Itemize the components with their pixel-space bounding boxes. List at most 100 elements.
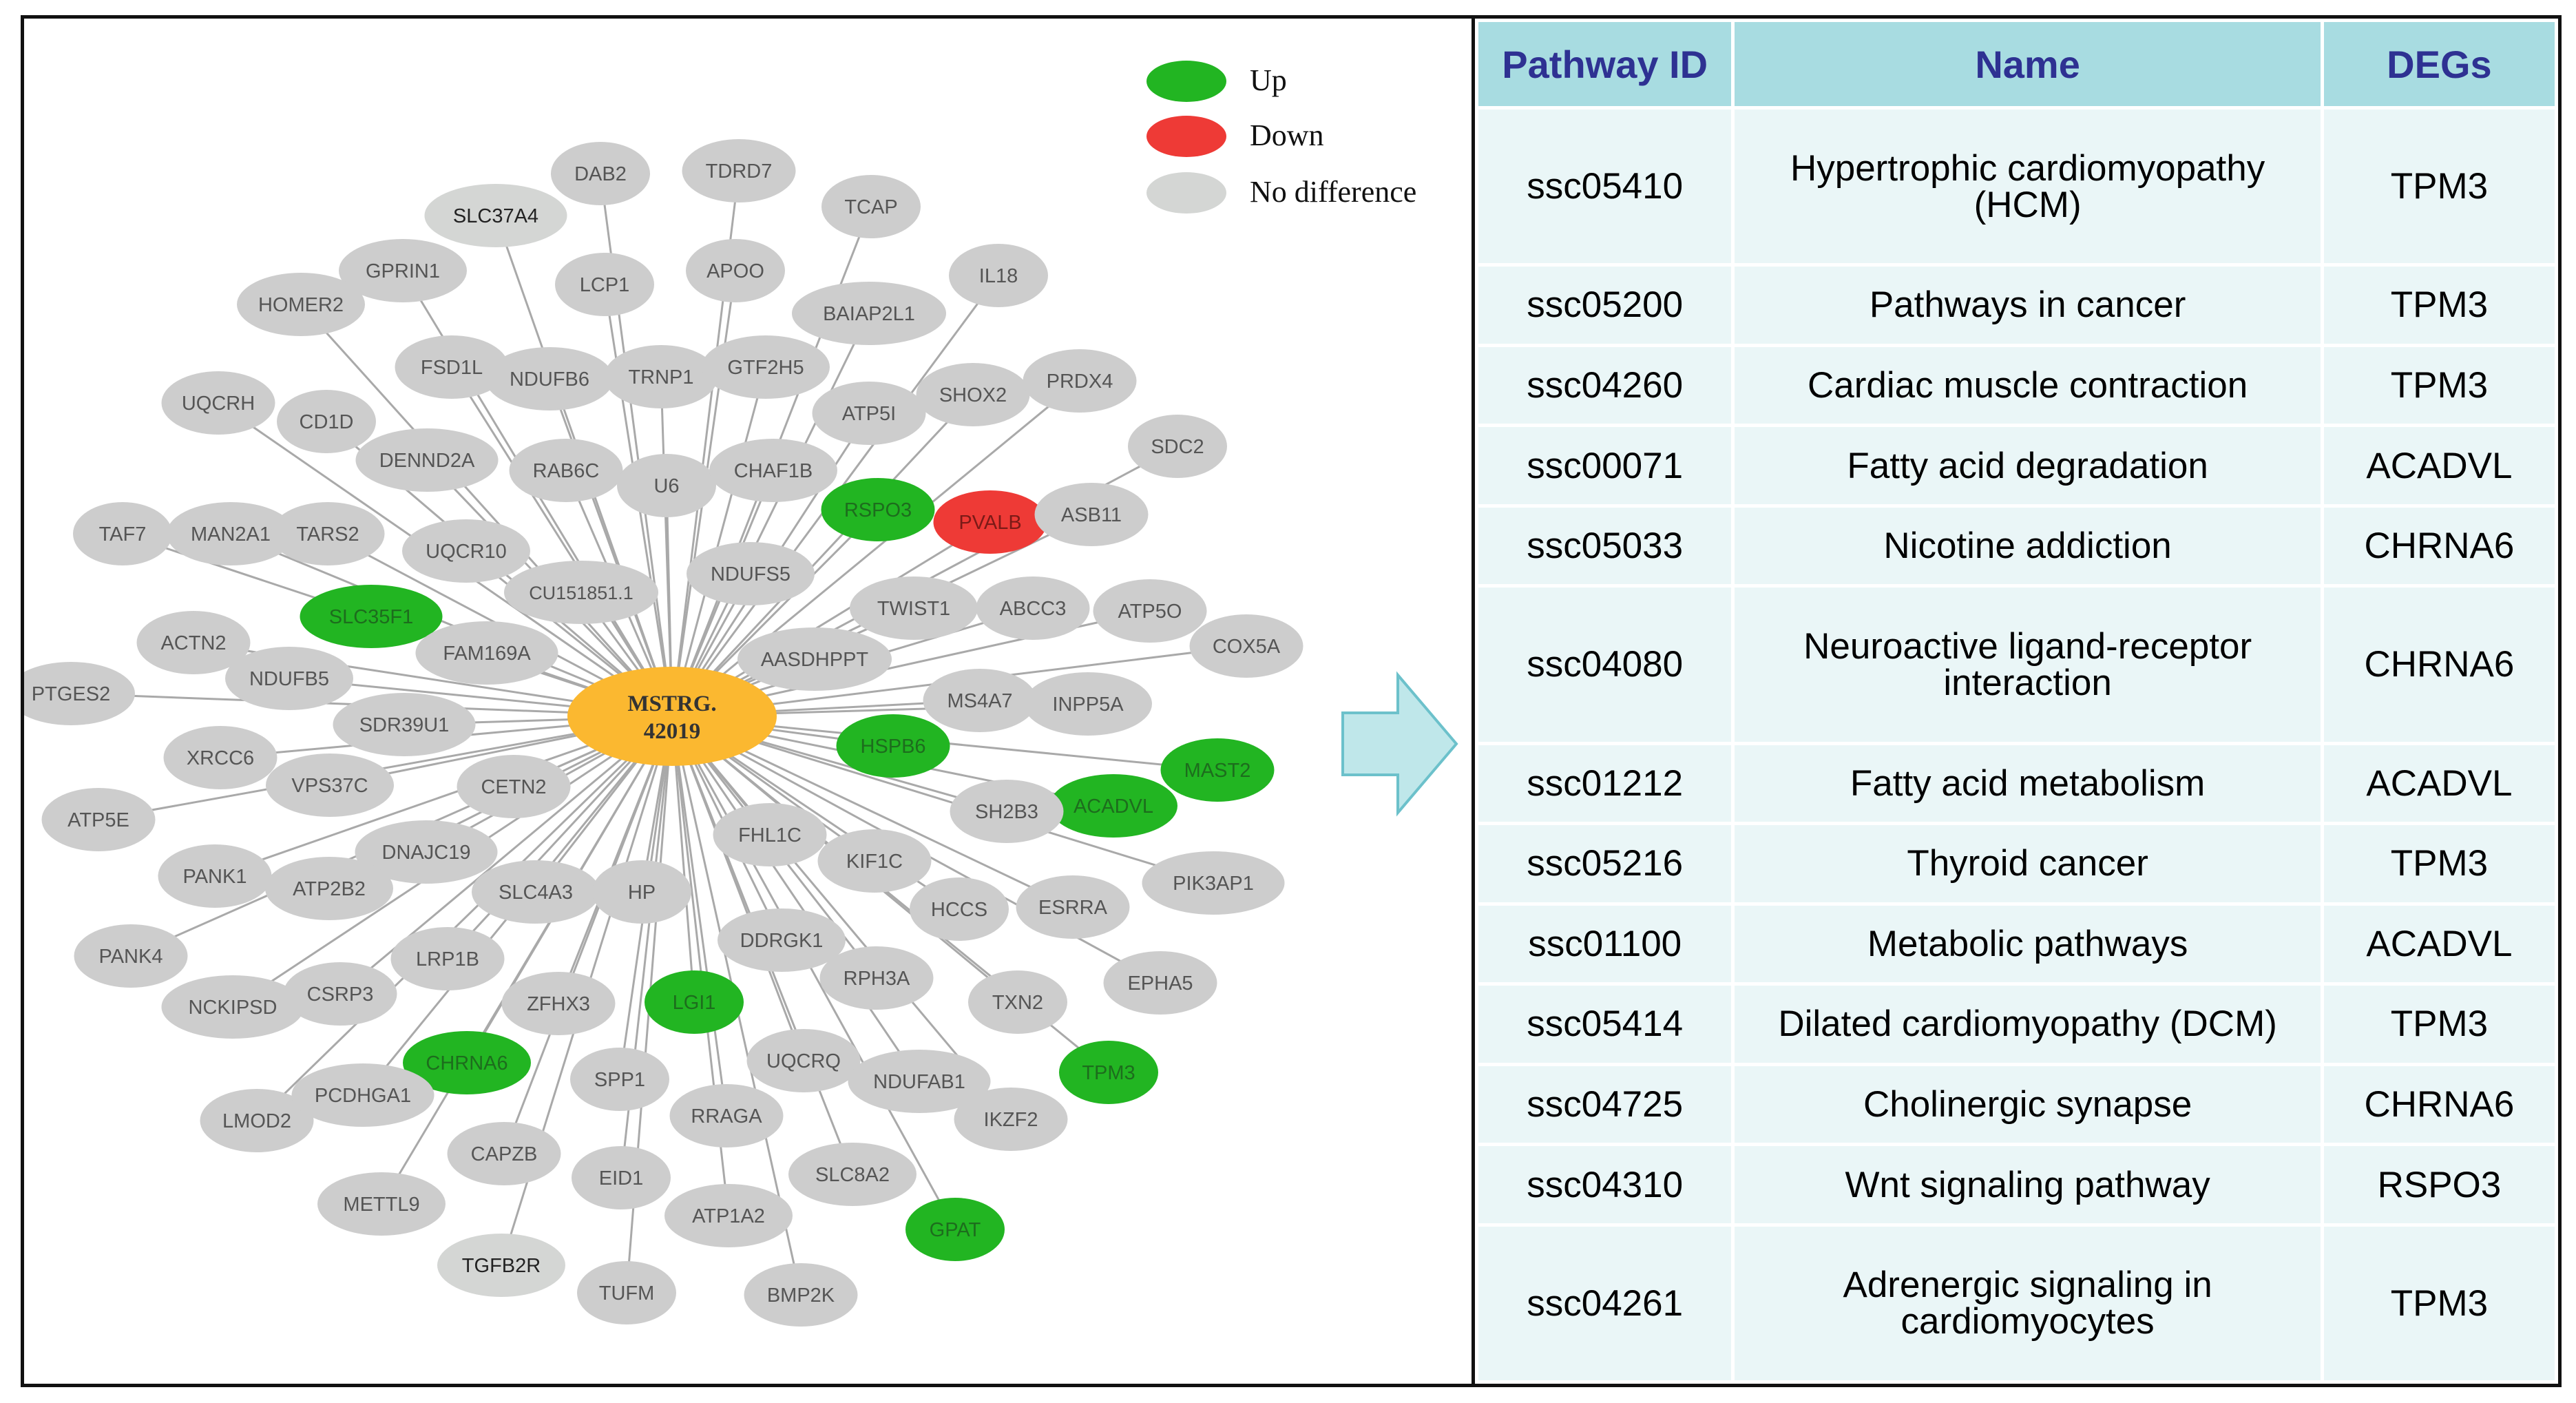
node-ellipse [333,693,476,756]
node-label: HSPB6 [860,736,925,758]
network-nodes: DAB2 TDRD7 SLC37A4 TCAP GPRIN1 LCP1 APOO IL18 HO… [24,139,1303,1327]
node-ellipse [437,1234,565,1297]
legend-item: Up [1146,61,1287,102]
table-row: ssc05216 Thyroid cancer TPM3 [1478,825,2555,902]
node-ellipse [271,502,385,565]
node-ellipse [617,454,716,517]
network-node: DDRGK1 [718,908,846,972]
node-ellipse [744,1263,858,1327]
center-node-ellipse [567,667,777,766]
node-label: CHAF1B [734,460,813,482]
network-node: GPRIN1 [339,239,467,302]
table-header-row: Pathway ID Name DEGs [1478,22,2555,106]
pathway-name-cell: Cardiac muscle contraction [1735,346,2321,424]
network-node: TRNP1 [604,345,718,408]
node-label: INPP5A [1052,694,1124,716]
node-ellipse [905,1198,1005,1261]
deg-cell: ACADVL [2323,745,2555,822]
node-ellipse [923,669,1037,732]
network-node: TAF7 [73,502,172,565]
node-ellipse [1049,774,1177,838]
pathway-name-cell: Pathways in cancer [1735,267,2321,344]
node-ellipse [415,621,558,685]
node-label: GPAT [930,1219,981,1241]
node-ellipse [686,239,785,302]
network-node: LCP1 [555,253,654,316]
legend-label: Down [1250,118,1324,152]
node-ellipse [300,585,443,648]
node-label: SDR39U1 [359,714,450,736]
node-ellipse [1103,951,1217,1015]
network-node: CHRNA6 [403,1031,531,1094]
node-label: NCKIPSD [189,997,278,1019]
node-label: NDUFB5 [249,668,329,690]
node-ellipse [713,803,827,866]
network-node: PANK4 [74,924,188,988]
node-label: TGFB2R [462,1255,541,1277]
node-ellipse [792,282,946,345]
node-ellipse [225,647,353,710]
node-ellipse [402,519,530,583]
node-label: ATP1A2 [692,1205,765,1227]
network-node: PANK1 [158,844,272,908]
node-ellipse [355,820,498,884]
node-ellipse [136,611,251,674]
node-label: APOO [706,260,764,282]
node-label: NDUFS5 [711,563,790,585]
network-node: NDUFB5 [225,647,353,710]
pathway-id-cell: ssc00071 [1478,427,1732,504]
node-label: IKZF2 [984,1109,1038,1131]
node-ellipse [266,754,394,817]
node-ellipse [424,184,567,247]
network-node: TPM3 [1059,1041,1158,1104]
network-node: SH2B3 [950,780,1064,843]
pathway-name-cell: Neuroactive ligand-receptor interaction [1735,588,2321,742]
deg-cell: RSPO3 [2323,1146,2555,1223]
pathway-id-cell: ssc05200 [1478,267,1732,344]
node-ellipse [501,972,616,1035]
edge [671,313,870,717]
pathway-table: Pathway ID Name DEGs ssc05410 Hypertrophi… [1475,19,2558,1384]
node-label: PIK3AP1 [1173,873,1254,895]
network-node: U6 [617,454,716,517]
network-node: LMOD2 [200,1089,314,1152]
node-label: HOMER2 [258,294,344,316]
node-label: FHL1C [738,824,802,846]
node-label: TUFM [599,1282,655,1305]
network-node: TDRD7 [682,139,796,202]
network-node: CETN2 [457,755,571,818]
node-label: PTGES2 [32,683,110,705]
pathway-name-line1: Adrenergic signaling in [1843,1265,2212,1306]
network-node: SDC2 [1128,415,1227,478]
legend-swatch [1146,61,1226,102]
node-label: TXN2 [992,992,1043,1014]
network-node: HOMER2 [237,273,365,336]
node-label: SHOX2 [939,384,1007,406]
node-label: TARS2 [296,523,359,545]
node-label: COX5A [1213,636,1281,658]
header-pathway-id: Pathway ID [1478,22,1732,106]
node-label: ATP5I [842,403,896,425]
node-label: CSRP3 [307,984,374,1006]
node-ellipse [572,1146,671,1209]
node-label: BMP2K [767,1285,835,1307]
node-label: CAPZB [471,1143,538,1165]
table-row: ssc04725 Cholinergic synapse CHRNA6 [1478,1066,2555,1143]
pathway-id-cell: ssc01100 [1478,905,1732,983]
network-node: UQCR10 [402,519,530,583]
pathway-name-line1: Nicotine addiction [1883,526,2172,567]
pathway-id-cell: ssc04260 [1478,346,1732,424]
node-ellipse [317,1172,446,1236]
pathway-id-cell: ssc04261 [1478,1226,1732,1380]
network-node: KIF1C [817,829,932,893]
legend-label: No difference [1250,175,1416,209]
node-ellipse [848,1050,991,1113]
pathway-name-line1: Dilated cardiomyopathy (DCM) [1778,1004,2277,1045]
node-label: FAM169A [443,643,531,665]
node-ellipse [1016,875,1130,939]
node-ellipse [850,576,978,640]
network-node: ATP5O [1093,579,1207,643]
node-ellipse [73,502,172,565]
network-node: UQCRH [161,371,275,435]
network-node: METTL9 [317,1172,446,1236]
